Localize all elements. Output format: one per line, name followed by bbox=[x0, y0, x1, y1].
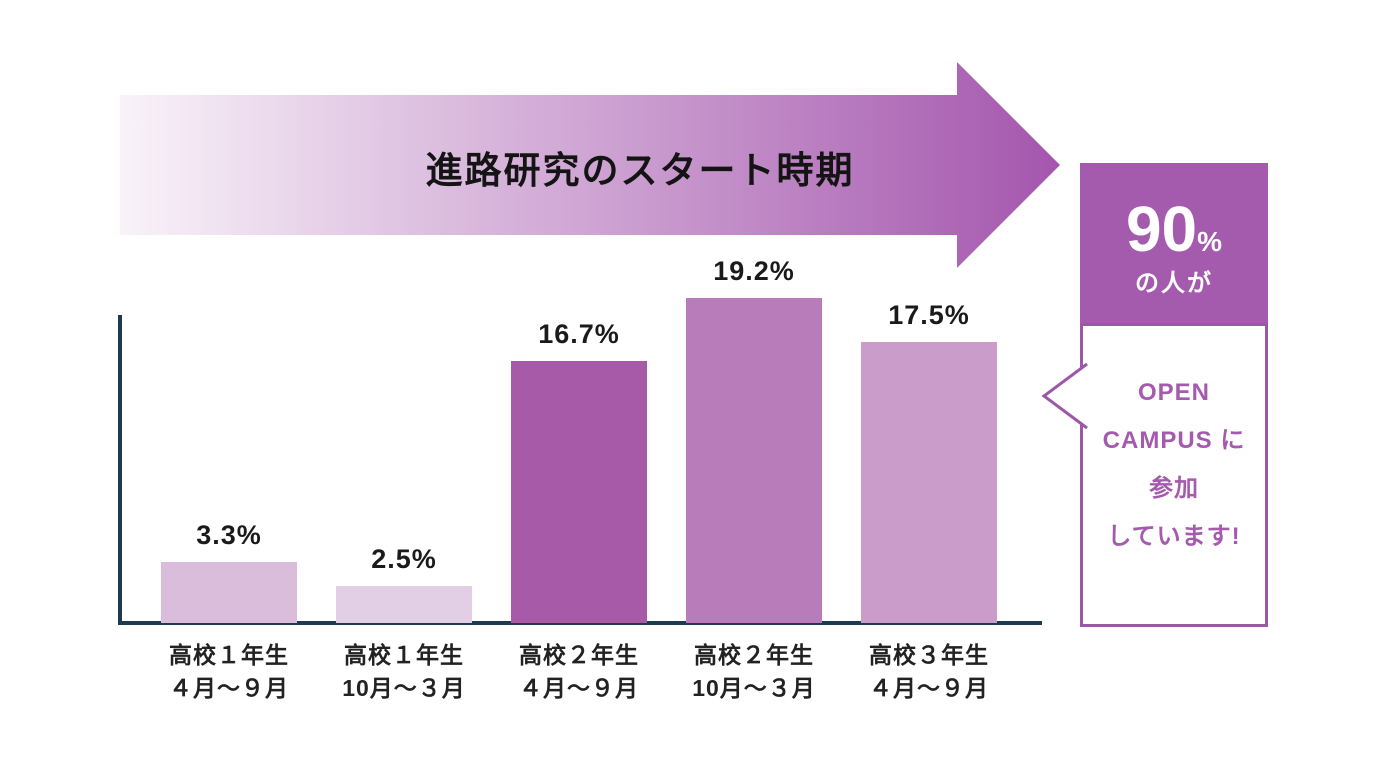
x-axis-category-line: 高校３年生 bbox=[869, 642, 989, 668]
y-axis-line bbox=[118, 315, 122, 625]
callout-body-text: OPEN CAMPUS に参加しています! bbox=[1080, 369, 1268, 561]
bar bbox=[336, 586, 472, 623]
bar-value-label: 17.5% bbox=[888, 300, 970, 330]
callout-percentage: 90 bbox=[1125, 193, 1198, 265]
x-axis-category-label: 高校１年生 ４月〜９月 bbox=[134, 639, 324, 705]
x-axis-category-line: ４月〜９月 bbox=[869, 675, 989, 701]
x-axis-category-line: ４月〜９月 bbox=[169, 675, 289, 701]
x-axis-category-line: 高校１年生 bbox=[344, 642, 464, 668]
callout-body-line: 参加 bbox=[1149, 475, 1199, 502]
x-axis-category-label: 高校２年生 10月〜３月 bbox=[659, 639, 849, 705]
bar-value-label: 16.7% bbox=[538, 319, 620, 349]
x-axis-category-label: 高校３年生 ４月〜９月 bbox=[834, 639, 1024, 705]
banner-title: 進路研究のスタート時期 bbox=[425, 150, 855, 191]
x-axis-category-line: 10月〜３月 bbox=[342, 675, 466, 701]
bar bbox=[686, 298, 822, 623]
callout-stat-box: 90% の人が bbox=[1080, 163, 1268, 323]
x-axis-category-label: 高校２年生 ４月〜９月 bbox=[484, 639, 674, 705]
bar-value-label: 3.3% bbox=[196, 520, 262, 550]
callout-body-line: OPEN bbox=[1137, 379, 1210, 406]
bar-value-label: 19.2% bbox=[713, 256, 795, 286]
x-axis-category-line: 高校２年生 bbox=[694, 642, 814, 668]
callout-body-line: CAMPUS に bbox=[1102, 427, 1246, 454]
x-axis-category-label: 高校１年生 10月〜３月 bbox=[309, 639, 499, 705]
x-axis-category-line: 高校２年生 bbox=[519, 642, 639, 668]
bar bbox=[161, 562, 297, 623]
x-axis-category-line: 高校１年生 bbox=[169, 642, 289, 668]
callout-body-line: しています! bbox=[1107, 523, 1241, 550]
bar-value-label: 2.5% bbox=[371, 544, 437, 574]
bar bbox=[511, 361, 647, 623]
x-axis-category-line: ４月〜９月 bbox=[519, 675, 639, 701]
callout-subtext: の人が bbox=[1135, 270, 1213, 297]
callout-speech-bubble bbox=[1080, 323, 1268, 627]
x-axis-category-line: 10月〜３月 bbox=[692, 675, 816, 701]
bar bbox=[861, 342, 997, 623]
speech-bubble-notch bbox=[1041, 362, 1088, 430]
x-axis-line bbox=[118, 621, 1042, 625]
callout-percent-sign: % bbox=[1197, 226, 1223, 257]
